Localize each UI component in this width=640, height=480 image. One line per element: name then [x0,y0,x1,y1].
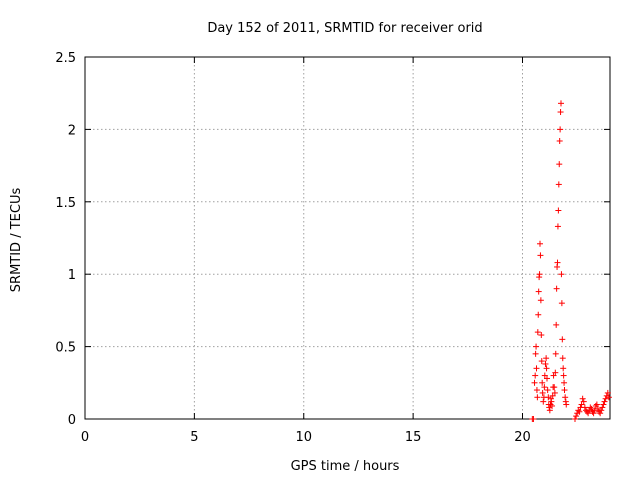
data-point [576,408,583,415]
data-point [556,137,563,144]
x-axis-label: GPS time / hours [291,459,400,474]
data-point [561,387,568,394]
y-axis-label: SRMTID / TECUs [9,188,24,293]
data-point [573,413,580,420]
data-point [559,336,566,343]
data-point [561,379,568,386]
tick-layer: 0 5 10 15 20 0 0.5 1 1.5 2 2.5 [55,51,610,445]
data-point [530,416,537,422]
data-point [587,404,594,411]
data-point [605,394,612,401]
data-point [597,410,604,417]
data-point [535,311,542,318]
x-tick-label: 5 [190,430,198,445]
data-point [537,252,544,259]
data-point [539,389,546,396]
data-point [563,401,570,408]
chart-title: Day 152 of 2011, SRMTID for receiver ori… [207,21,482,36]
data-point [554,259,561,266]
data-point [535,288,542,295]
data-point [557,109,564,116]
data-point [544,387,551,394]
data-point [558,300,565,307]
data-point [542,360,549,367]
data-point [546,407,553,414]
data-point [541,384,548,391]
data-point [601,398,608,405]
data-point [558,271,565,278]
y-tick-label: 2 [68,123,76,138]
data-point [545,394,552,401]
data-point [531,379,538,386]
data-point [546,404,553,411]
y-tick-label: 0.5 [55,341,76,356]
data-point [600,401,607,408]
data-point [560,365,567,372]
data-point [599,404,606,411]
data-point [540,398,547,405]
data-point [580,398,587,405]
data-point [579,395,586,402]
data-point [602,395,609,402]
data-point [538,358,545,365]
data-point [548,398,555,405]
data-point [543,365,550,372]
data-point [585,410,592,417]
data-point [581,404,588,411]
data-point [549,402,556,409]
x-tick-label: 15 [405,430,422,445]
x-tick-label: 10 [295,430,312,445]
data-point [553,285,560,292]
data-point [594,405,601,412]
data-point [544,375,550,382]
y-tick-label: 0 [68,413,76,428]
x-tick-label: 0 [81,430,89,445]
data-point [598,407,605,414]
data-point [539,379,546,386]
data-point [555,181,562,188]
grid-layer [85,57,610,419]
data-point [532,372,539,379]
data-point [551,389,558,396]
x-tick-label: 20 [514,430,531,445]
data-point [604,389,611,396]
data-point [538,332,545,339]
y-tick-label: 1.5 [55,196,76,211]
data-point [534,329,541,336]
data-point [537,297,544,304]
data-point [593,401,600,408]
data-point [553,321,560,328]
data-point [551,384,558,391]
data-point [536,271,543,278]
data-point [572,416,578,422]
data-point [552,350,559,357]
data-point [590,410,597,417]
plot-frame [84,56,611,420]
data-point [534,394,541,401]
data-point [543,355,550,362]
data-point [588,405,595,412]
data-point [555,207,562,214]
data-point [557,126,564,133]
data-point [556,161,563,168]
data-points [529,100,612,422]
data-point [532,350,539,357]
data-point [562,394,569,401]
data-point [552,369,559,376]
data-point [537,240,543,247]
data-point [533,343,540,350]
data-point [554,223,561,230]
data-point [591,407,598,414]
y-tick-label: 2.5 [55,51,76,66]
data-point [533,365,540,372]
data-point [533,387,540,394]
y-tick-label: 1 [68,268,76,283]
data-point [558,100,564,107]
data-point [559,355,566,362]
data-point [560,372,567,379]
